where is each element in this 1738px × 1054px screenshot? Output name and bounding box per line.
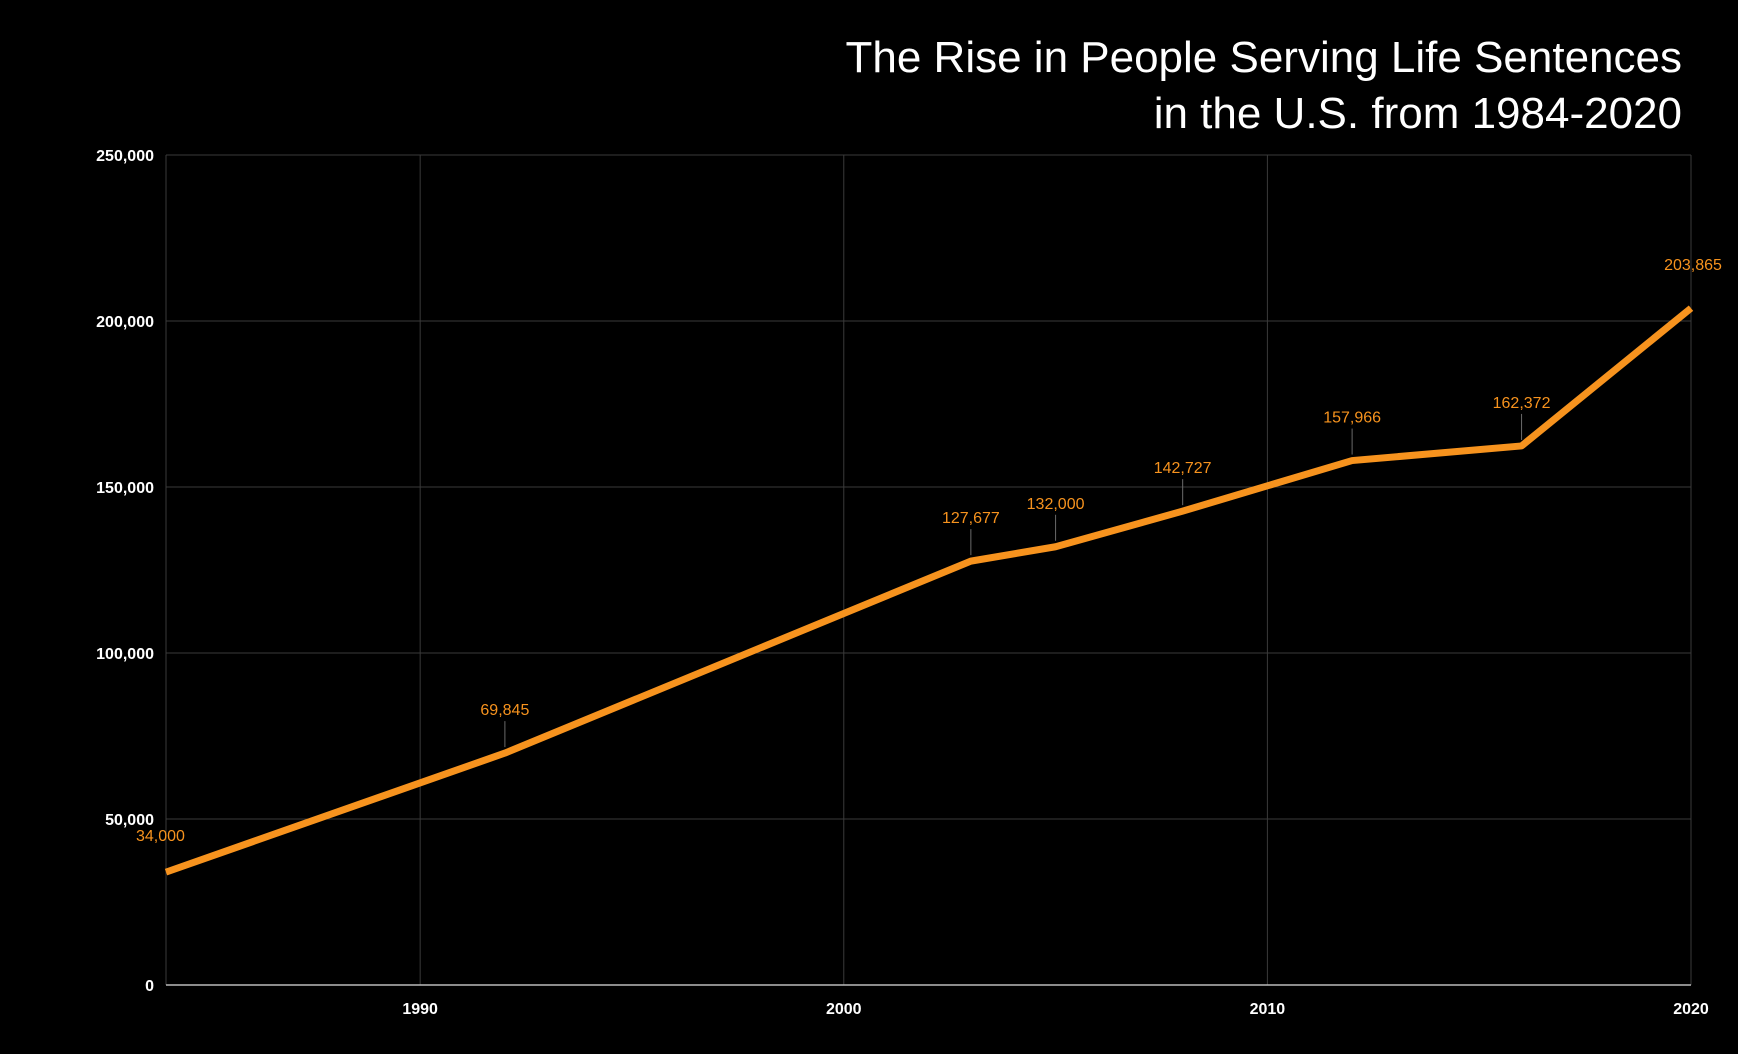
axis-layer: 0 50,000 100,000 150,000 200,000 250,000 1990 2… (96, 148, 1709, 1018)
series-line (164, 305, 1694, 876)
chart-title: The Rise in People Serving Life Sentence… (582, 30, 1683, 142)
chart-title-line-2: in the U.S. from 1984-2020 (1153, 89, 1682, 138)
y-tick-label: 50,000 (105, 812, 154, 829)
chart-title-line-1: The Rise in People Serving Life Sentence… (845, 33, 1683, 82)
x-tick-label: 2020 (1673, 1001, 1709, 1018)
data-label: 34,000 (136, 828, 185, 845)
y-tick-label: 0 (145, 978, 154, 995)
label-layer: 34,000 69,845 127,677 132,000 142,727 157,966… (136, 257, 1722, 845)
grid-layer (165, 154, 1692, 985)
data-label: 132,000 (1027, 496, 1085, 513)
x-tick-label: 2000 (826, 1001, 862, 1018)
y-tick-label: 150,000 (96, 480, 154, 497)
series-layer (164, 305, 1694, 876)
y-tick-label: 250,000 (96, 148, 154, 165)
data-label: 157,966 (1323, 410, 1381, 427)
x-tick-label: 1990 (402, 1001, 438, 1018)
data-label: 203,865 (1664, 257, 1722, 274)
data-label: 142,727 (1154, 460, 1212, 477)
data-label: 162,372 (1493, 395, 1551, 412)
y-tick-label: 100,000 (96, 646, 154, 663)
y-tick-label: 200,000 (96, 314, 154, 331)
data-label: 69,845 (480, 702, 529, 719)
data-label: 127,677 (942, 510, 1000, 527)
x-tick-label: 2010 (1250, 1001, 1286, 1018)
